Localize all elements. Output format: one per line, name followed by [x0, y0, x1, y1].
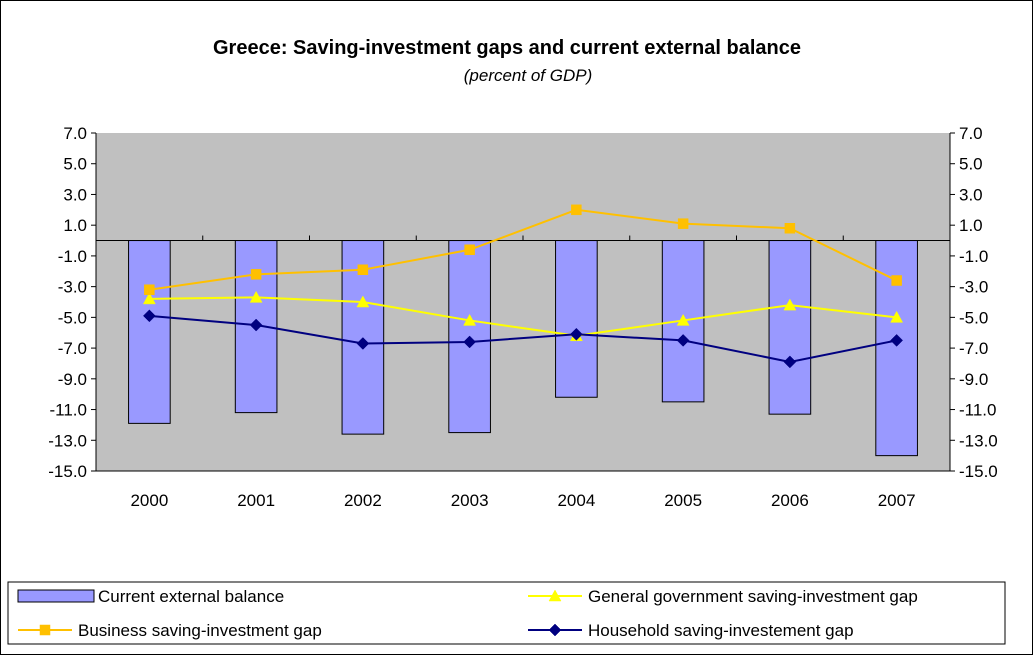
- point-household-saving-investement-gap: [676, 334, 690, 347]
- legend-label: Household saving-investement gap: [588, 621, 854, 640]
- point-business-saving-investment-gap: [464, 244, 475, 256]
- point-household-saving-investement-gap: [463, 335, 476, 349]
- y-tick-label-left: -9.0: [58, 370, 87, 389]
- y-tick-label-left: 1.0: [63, 216, 87, 235]
- legend-swatch-marker: [39, 624, 51, 636]
- line-general-government-saving-investment-gap: [149, 296, 897, 337]
- y-tick-label-left: -1.0: [58, 247, 87, 266]
- point-business-saving-investment-gap: [891, 275, 902, 286]
- x-tick-label: 2003: [451, 491, 489, 510]
- point-business-saving-investment-gap: [677, 218, 689, 229]
- y-tick-label-right: 5.0: [959, 155, 983, 174]
- y-tick-label-left: -11.0: [50, 401, 88, 420]
- y-tick-label-right: 3.0: [959, 185, 983, 204]
- y-tick-label-left: -13.0: [48, 431, 87, 450]
- plot-area: 7.0 7.0 5.0 5.0 3.0 3.0 1.0 1.0 -1.0 -1.0 -3.0 -3.0…: [48, 124, 998, 510]
- point-business-saving-investment-gap: [144, 284, 155, 295]
- point-general-government-saving-investment-gap: [356, 295, 370, 308]
- legend: Current external balance General governme…: [7, 581, 1006, 645]
- x-tick-label: 2006: [771, 491, 809, 510]
- point-general-government-saving-investment-gap: [463, 313, 477, 326]
- y-tick-label-left: -3.0: [58, 278, 87, 297]
- x-tick-label: 2002: [344, 491, 382, 510]
- point-business-saving-investment-gap: [571, 204, 582, 216]
- point-household-saving-investement-gap: [356, 337, 370, 350]
- bar-current-external-balance: [768, 240, 812, 415]
- x-tick-label: 2000: [130, 491, 168, 510]
- point-general-government-saving-investment-gap: [890, 310, 904, 323]
- x-tick-label: 2007: [878, 491, 916, 510]
- point-general-government-saving-investment-gap: [249, 290, 263, 303]
- point-household-saving-investement-gap: [143, 309, 156, 323]
- y-tick-label-right: 1.0: [959, 216, 983, 235]
- x-tick-label: 2001: [237, 491, 275, 510]
- legend-box: [7, 581, 1006, 645]
- legend-swatch-marker: [548, 589, 562, 602]
- chart-subtitle: (percent of GDP): [464, 66, 593, 85]
- point-household-saving-investement-gap: [890, 334, 903, 347]
- y-tick-label-right: -9.0: [959, 370, 988, 389]
- legend-swatch-marker: [548, 623, 562, 637]
- y-tick-label-right: 7.0: [959, 124, 983, 143]
- plot-background: [96, 133, 950, 471]
- point-general-government-saving-investment-gap: [142, 292, 156, 305]
- bar-current-external-balance: [555, 240, 598, 398]
- x-tick-label: 2005: [664, 491, 702, 510]
- line-household-saving-investement-gap: [149, 314, 897, 363]
- point-household-saving-investement-gap: [783, 355, 797, 369]
- y-tick-label-left: -7.0: [58, 339, 87, 358]
- bar-current-external-balance: [128, 240, 171, 424]
- chart-title: Greece: Saving-investment gaps and curre…: [213, 37, 801, 59]
- point-general-government-saving-investment-gap: [676, 313, 690, 326]
- legend-swatch-bar: [17, 589, 95, 603]
- y-tick-label-right: -11.0: [959, 401, 997, 420]
- point-general-government-saving-investment-gap: [783, 298, 797, 311]
- y-tick-label-right: -15.0: [959, 462, 998, 481]
- legend-label: Business saving-investment gap: [78, 621, 322, 640]
- y-tick-label-right: -13.0: [959, 431, 998, 450]
- y-tick-label-left: 3.0: [63, 185, 87, 204]
- y-tick-label-left: -5.0: [58, 308, 87, 327]
- point-business-saving-investment-gap: [784, 223, 796, 234]
- legend-label: Current external balance: [98, 587, 284, 606]
- y-tick-label-right: -1.0: [959, 247, 988, 266]
- y-tick-label-left: 5.0: [63, 155, 87, 174]
- x-tick-label: 2004: [557, 491, 595, 510]
- y-tick-label-left: -15.0: [48, 462, 87, 481]
- point-business-saving-investment-gap: [357, 264, 369, 275]
- point-household-saving-investement-gap: [249, 318, 263, 332]
- point-business-saving-investment-gap: [250, 269, 262, 280]
- y-tick-label-right: -7.0: [959, 339, 988, 358]
- y-tick-label-right: -3.0: [959, 278, 988, 297]
- point-household-saving-investement-gap: [570, 327, 583, 341]
- y-tick-label-left: 7.0: [63, 124, 87, 143]
- legend-label: General government saving-investment gap: [588, 587, 918, 606]
- y-tick-label-right: -5.0: [959, 308, 988, 327]
- line-business-saving-investment-gap: [149, 208, 898, 291]
